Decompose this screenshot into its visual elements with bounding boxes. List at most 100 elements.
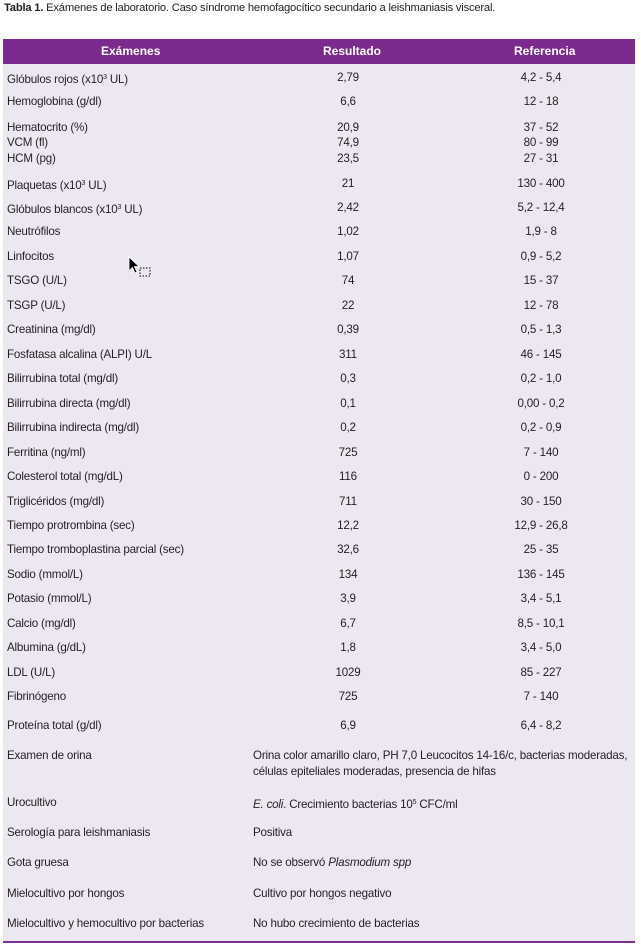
- caption-label: Tabla 1.: [4, 2, 44, 14]
- exam-result: 725: [338, 446, 358, 459]
- exam-name: Neutrófilos: [7, 225, 61, 238]
- exam-result: 1,8: [340, 641, 356, 654]
- exam-name: Ferritina (ng/ml): [7, 446, 86, 459]
- result-text-part: Plasmodium spp: [328, 856, 412, 869]
- exam-reference: 46 - 145: [520, 348, 562, 361]
- exam-name: Sodio (mmol/L): [7, 568, 83, 581]
- exam-reference: 27 - 31: [523, 152, 559, 165]
- exam-result: 74: [341, 274, 355, 287]
- exam-reference: 5,2 - 12,4: [517, 201, 565, 214]
- exam-result-text: Orina color amarillo claro, PH 7,0 Leuco…: [253, 749, 628, 778]
- exam-result: 32,6: [337, 543, 359, 556]
- exam-name-part: Glóbulos blancos (x10: [7, 203, 118, 216]
- exam-result: 22: [341, 299, 355, 312]
- result-text-part: No se observó: [253, 856, 329, 869]
- exam-name: Mielocultivo y hemocultivo por bacterias: [7, 917, 204, 930]
- table-header: Exámenes Resultado Referencia: [3, 39, 635, 64]
- exam-name-superscript: 3: [117, 204, 122, 211]
- exam-name-superscript: 3: [81, 180, 86, 187]
- exam-reference: 8,5 - 10,1: [517, 617, 565, 630]
- exam-result: 0,39: [337, 323, 359, 336]
- exam-reference: 4,2 - 5,4: [520, 71, 562, 84]
- exam-name: Linfocitos: [7, 250, 54, 263]
- exam-reference: 7 - 140: [523, 690, 559, 703]
- exam-name: Plaquetas (x103 UL): [7, 176, 107, 194]
- exam-reference: 130 - 400: [517, 177, 565, 190]
- exam-reference: 136 - 145: [517, 568, 565, 581]
- exam-name: Glóbulos rojos (x103 UL): [7, 70, 128, 88]
- exam-result: 116: [339, 470, 357, 483]
- exam-result: 2,79: [337, 71, 359, 84]
- exam-name-part: UL): [85, 179, 107, 192]
- exam-name: Glóbulos blancos (x103 UL): [7, 200, 143, 218]
- exam-result: 6,6: [340, 95, 356, 108]
- exam-reference: 0,2 - 1,0: [520, 372, 562, 385]
- exam-result: 20,9: [337, 121, 359, 134]
- exam-reference: 0,00 - 0,2: [517, 397, 565, 410]
- exam-name: Gota gruesa: [7, 856, 69, 869]
- exam-reference: 85 - 227: [520, 666, 562, 679]
- exam-result: 6,7: [340, 617, 356, 630]
- exam-result: 74,9: [337, 136, 359, 149]
- exam-name: VCM (fl): [7, 136, 48, 149]
- exam-reference: 12 - 78: [523, 299, 559, 312]
- exam-reference: 7 - 140: [523, 446, 559, 459]
- result-text-part: E. coli: [253, 798, 284, 811]
- exam-name: TSGO (U/L): [7, 274, 67, 287]
- exam-name: Calcio (mg/dl): [7, 617, 76, 630]
- exam-name-part: UL): [106, 73, 128, 86]
- exam-name: Bilirrubina directa (mg/dl): [7, 397, 131, 410]
- exam-name-superscript: 3: [103, 74, 107, 81]
- exam-result-text: No hubo crecimiento de bacterias: [253, 917, 420, 930]
- exam-name: Examen de orina: [7, 749, 92, 762]
- exam-result-text: No se observó Plasmodium spp: [253, 855, 628, 871]
- exam-result: 0,3: [340, 372, 356, 385]
- exam-reference: 30 - 150: [520, 495, 562, 508]
- exam-name-part: Glóbulos rojos (x10: [7, 73, 104, 86]
- exam-result: 711: [339, 495, 357, 508]
- header-result: Resultado: [323, 44, 382, 58]
- exam-reference: 6,4 - 8,2: [520, 719, 562, 732]
- exam-name: Colesterol total (mg/dL): [7, 470, 123, 483]
- exam-reference: 25 - 35: [523, 543, 559, 556]
- exam-result: 3,9: [340, 592, 356, 605]
- caption-text: Exámenes de laboratorio. Caso síndrome h…: [43, 2, 496, 14]
- exam-name: Bilirrubina indirecta (mg/dl): [7, 421, 140, 434]
- exam-name: Potasio (mmol/L): [7, 592, 92, 605]
- exam-name: Hemoglobina (g/dl): [7, 95, 102, 108]
- exam-name: Hematocrito (%): [7, 121, 88, 134]
- exam-name: Albumina (g/dL): [7, 641, 86, 654]
- header-reference: Referencia: [514, 44, 576, 58]
- exam-name: Tiempo tromboplastina parcial (sec): [7, 543, 184, 556]
- exam-reference: 3,4 - 5,0: [520, 641, 562, 654]
- exam-result: 1,07: [337, 250, 359, 263]
- exam-reference: 37 - 52: [523, 121, 559, 134]
- exam-reference: 12,9 - 26,8: [514, 519, 568, 532]
- mouse-pointer-with-drag-icon: [128, 256, 151, 277]
- exam-result: 134: [338, 568, 358, 581]
- exam-result-text: E. coli. Crecimiento bacterias 105 CFC/m…: [253, 795, 628, 813]
- exam-reference: 12 - 18: [523, 95, 559, 108]
- exam-reference: 1,9 - 8: [525, 225, 557, 238]
- exam-name: Bilirrubina total (mg/dl): [7, 372, 118, 385]
- exam-name: Proteína total (g/dl): [7, 719, 102, 732]
- exam-name: HCM (pg): [7, 152, 56, 165]
- result-text-part: CFC/ml: [416, 798, 458, 811]
- lab-results-table: Exámenes Resultado Referencia Glóbulos r…: [3, 39, 635, 943]
- exam-reference: 0 - 200: [523, 470, 559, 483]
- exam-result: 2,42: [337, 201, 359, 214]
- exam-name: TSGP (U/L): [7, 299, 66, 312]
- exam-result: 12,2: [337, 519, 359, 532]
- exam-name: Triglicéridos (mg/dl): [7, 495, 105, 508]
- exam-reference: 0,2 - 0,9: [520, 421, 562, 434]
- exam-result: 1029: [335, 666, 361, 679]
- exam-result: 311: [339, 348, 357, 361]
- exam-reference: 3,4 - 5,1: [520, 592, 562, 605]
- exam-reference: 80 - 99: [523, 136, 559, 149]
- header-exam: Exámenes: [101, 44, 161, 58]
- exam-result: 0,1: [340, 397, 356, 410]
- exam-reference: 0,9 - 5,2: [520, 250, 562, 263]
- exam-result-text: Cultivo por hongos negativo: [253, 887, 392, 900]
- exam-name: Serología para leishmaniasis: [7, 826, 151, 839]
- exam-name: Tiempo protrombina (sec): [7, 519, 135, 532]
